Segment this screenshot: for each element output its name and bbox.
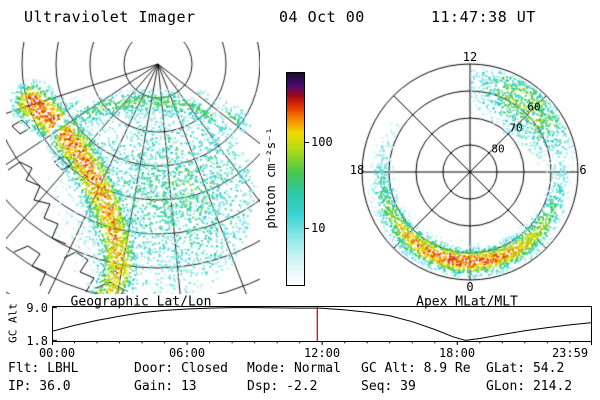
colorbar-tick-low-label: 10 [311,221,326,235]
app-title: Ultraviolet Imager [24,8,196,26]
mlt-12-label: 12 [462,50,478,64]
gc-alt-ytick-top: 9.0 [26,301,48,315]
colorbar-label: photon cm⁻²s⁻¹ [264,127,278,229]
xtick-0000: 00:00 [38,346,76,360]
geo-map-canvas [6,42,260,294]
mlat-60-label: 60 [527,100,541,114]
status-door: Door: Closed [134,361,228,376]
polar-caption: Apex MLat/MLT [416,294,518,310]
mlt-6-label: 6 [579,163,587,177]
colorbar-tick-high-mark [304,142,309,143]
xtick-1200: 12:00 [303,346,341,360]
polar-map-canvas [352,48,588,296]
mlt-0-label: 0 [466,280,474,294]
status-dsp: Dsp: -2.2 [247,379,318,394]
status-seq: Seq: 39 [361,379,416,394]
obs-date: 04 Oct 00 [279,8,365,26]
gc-alt-ytick-bottom: 1.8 [26,334,48,348]
status-mode: Mode: Normal [247,361,341,376]
mlat-80-label: 80 [491,142,505,156]
status-glat: GLat: 54.2 [486,361,565,376]
xtick-1800: 18:00 [438,346,476,360]
gc-alt-plot [52,306,592,345]
gc-alt-ylabel: GC Alt [6,303,20,343]
xtick-2359: 23:59 [551,346,589,360]
status-ip: IP: 36.0 [8,379,71,394]
colorbar [286,72,305,286]
mlt-18-label: 18 [349,163,365,177]
obs-time: 11:47:38 UT [431,8,536,26]
status-gain: Gain: 13 [134,379,197,394]
colorbar-tick-low-mark [304,228,309,229]
xtick-0600: 06:00 [168,346,206,360]
status-gcalt: GC Alt: 8.9 Re [361,361,471,376]
colorbar-tick-high-label: 100 [311,135,333,149]
status-flt: Flt: LBHL [8,361,79,376]
status-glon: GLon: 214.2 [486,379,573,394]
geo-caption: Geographic Lat/Lon [70,294,212,310]
mlat-70-label: 70 [509,121,523,135]
